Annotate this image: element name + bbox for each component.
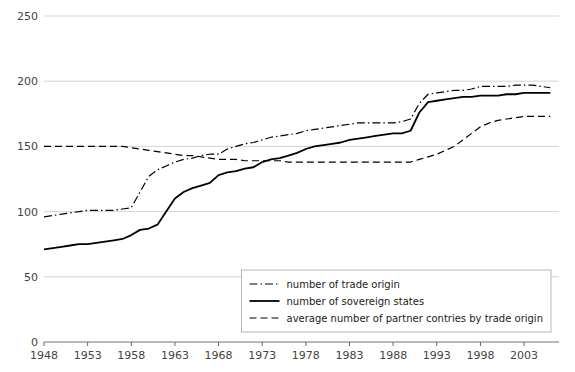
x-tick xyxy=(305,342,306,346)
x-tick-label: 1973 xyxy=(248,349,276,362)
x-tick xyxy=(262,342,263,346)
x-tick-label: 1983 xyxy=(336,349,364,362)
y-tick-label: 0 xyxy=(31,336,38,349)
y-tick-label: 50 xyxy=(24,271,38,284)
x-tick-label: 1998 xyxy=(466,349,494,362)
y-tick-label: 200 xyxy=(17,75,38,88)
x-axis-line xyxy=(44,342,559,343)
legend-swatch xyxy=(250,317,280,318)
x-tick xyxy=(480,342,481,346)
x-tick-label: 1988 xyxy=(379,349,407,362)
grid-line xyxy=(44,342,559,343)
x-tick xyxy=(87,342,88,346)
grid-line xyxy=(44,211,559,212)
x-tick xyxy=(131,342,132,346)
legend-label: number of sovereign states xyxy=(287,296,425,307)
legend-label: number of trade origin xyxy=(287,279,400,290)
x-tick xyxy=(218,342,219,346)
x-tick-label: 1968 xyxy=(205,349,233,362)
line xyxy=(44,85,550,217)
legend-swatch xyxy=(250,283,280,284)
y-tick-label: 100 xyxy=(17,206,38,219)
legend-swatch xyxy=(250,300,280,302)
chart: 0 50 100 150 200 250 1948 1953 1958 1963 1968 1973 1… xyxy=(0,0,575,372)
x-tick-label: 1963 xyxy=(161,349,189,362)
x-tick-label: 2003 xyxy=(510,349,538,362)
x-tick xyxy=(174,342,175,346)
y-tick-label: 250 xyxy=(17,10,38,23)
lines xyxy=(44,85,550,249)
grid-line xyxy=(44,81,559,82)
x-tick xyxy=(44,342,45,346)
grid xyxy=(44,16,559,342)
line xyxy=(44,93,550,249)
grid-line xyxy=(44,16,559,17)
y-tick-label: 150 xyxy=(17,140,38,153)
legend: number of trade origin number of sovereig… xyxy=(242,270,552,332)
x-tick-label: 1953 xyxy=(74,349,102,362)
x-tick xyxy=(524,342,525,346)
line xyxy=(44,116,550,162)
x-tick-label: 1948 xyxy=(30,349,58,362)
legend-label: average number of partner contries by tr… xyxy=(287,313,544,324)
x-tick xyxy=(349,342,350,346)
x-tick xyxy=(393,342,394,346)
x-tick-label: 1978 xyxy=(292,349,320,362)
x-tick-label: 1993 xyxy=(423,349,451,362)
x-tick xyxy=(436,342,437,346)
legend-frame xyxy=(242,270,552,332)
x-tick-label: 1958 xyxy=(117,349,145,362)
